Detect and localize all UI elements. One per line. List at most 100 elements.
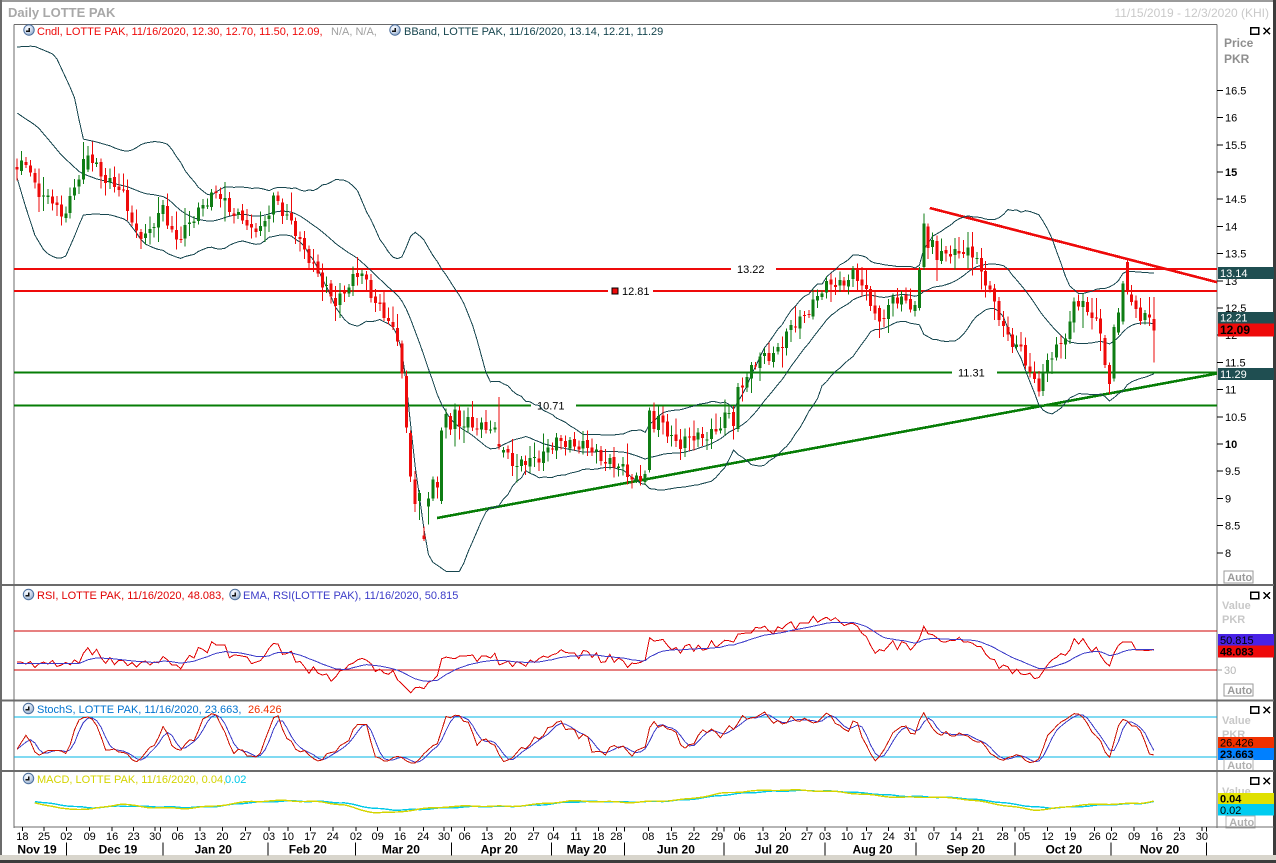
svg-text:Jan 20: Jan 20	[195, 843, 233, 857]
svg-text:8.5: 8.5	[1225, 521, 1240, 533]
svg-text:MACD, LOTTE PAK, 11/16/2020, 0: MACD, LOTTE PAK, 11/16/2020, 0.04,	[37, 774, 226, 786]
svg-text:30: 30	[1196, 831, 1208, 843]
svg-text:Aug 20: Aug 20	[852, 843, 892, 857]
svg-text:27: 27	[527, 831, 539, 843]
svg-text:06: 06	[171, 831, 183, 843]
svg-text:14: 14	[1225, 221, 1237, 233]
svg-text:28: 28	[610, 831, 622, 843]
svg-text:15.5: 15.5	[1225, 140, 1246, 152]
svg-text:19: 19	[1064, 831, 1076, 843]
svg-text:10: 10	[282, 831, 294, 843]
svg-text:18: 18	[592, 831, 604, 843]
svg-text:14: 14	[950, 831, 962, 843]
svg-text:Sep 20: Sep 20	[946, 843, 985, 857]
svg-text:02: 02	[60, 831, 72, 843]
svg-text:0.04: 0.04	[1220, 794, 1242, 806]
svg-text:0.02: 0.02	[225, 774, 246, 786]
svg-text:06: 06	[734, 831, 746, 843]
svg-text:22: 22	[688, 831, 700, 843]
svg-text:12: 12	[1042, 831, 1054, 843]
svg-text:11.31: 11.31	[958, 368, 985, 380]
svg-text:13: 13	[481, 831, 493, 843]
svg-text:Auto: Auto	[1227, 685, 1252, 697]
svg-text:Mar 20: Mar 20	[382, 843, 420, 857]
svg-text:16: 16	[106, 831, 118, 843]
svg-text:Jun 20: Jun 20	[657, 843, 695, 857]
svg-text:04: 04	[547, 831, 559, 843]
svg-text:11: 11	[570, 831, 581, 843]
svg-text:13.22: 13.22	[737, 264, 765, 276]
svg-text:11/15/2019 - 12/3/2020 (KHI): 11/15/2019 - 12/3/2020 (KHI)	[1114, 6, 1269, 20]
svg-text:BBand, LOTTE PAK, 11/16/2020,: BBand, LOTTE PAK, 11/16/2020, 13.14, 12.…	[404, 26, 663, 38]
svg-text:Price: Price	[1224, 36, 1254, 50]
svg-text:20: 20	[504, 831, 516, 843]
svg-text:13.5: 13.5	[1225, 249, 1246, 261]
svg-text:Cndl, LOTTE PAK, 11/16/2020, 1: Cndl, LOTTE PAK, 11/16/2020, 12.30, 12.7…	[37, 26, 323, 38]
svg-text:Auto: Auto	[1229, 817, 1254, 829]
svg-text:26.426: 26.426	[248, 704, 282, 716]
svg-text:13.14: 13.14	[1220, 268, 1248, 280]
svg-text:Jul 20: Jul 20	[755, 843, 789, 857]
svg-text:17: 17	[304, 831, 316, 843]
svg-text:17: 17	[860, 831, 872, 843]
svg-text:27: 27	[240, 831, 252, 843]
svg-text:16: 16	[1151, 831, 1163, 843]
svg-text:15: 15	[665, 831, 677, 843]
svg-text:23: 23	[127, 831, 139, 843]
svg-text:10: 10	[841, 831, 853, 843]
svg-text:06: 06	[459, 831, 471, 843]
svg-text:02: 02	[350, 831, 362, 843]
svg-text:20: 20	[779, 831, 791, 843]
svg-text:16.5: 16.5	[1225, 85, 1246, 97]
svg-text:27: 27	[801, 831, 813, 843]
svg-text:12.09: 12.09	[1220, 323, 1250, 337]
svg-text:0.02: 0.02	[1220, 805, 1241, 817]
svg-text:9: 9	[1225, 493, 1231, 505]
svg-text:Auto: Auto	[1227, 760, 1252, 772]
svg-text:50.815: 50.815	[1220, 635, 1254, 647]
svg-text:Value: Value	[1222, 715, 1251, 727]
svg-text:30: 30	[1224, 665, 1236, 677]
svg-text:Dec 19: Dec 19	[99, 843, 138, 857]
svg-text:RSI, LOTTE PAK, 11/16/2020, 48: RSI, LOTTE PAK, 11/16/2020, 48.083,	[37, 590, 224, 602]
svg-text:29: 29	[711, 831, 723, 843]
svg-text:10: 10	[1225, 439, 1237, 451]
svg-text:Apr 20: Apr 20	[481, 843, 519, 857]
svg-text:31: 31	[904, 831, 916, 843]
svg-text:48.083: 48.083	[1220, 647, 1254, 659]
svg-text:10.71: 10.71	[537, 400, 565, 412]
svg-text:10.5: 10.5	[1225, 412, 1246, 424]
svg-text:16: 16	[394, 831, 406, 843]
svg-text:20: 20	[216, 831, 228, 843]
svg-text:23: 23	[1173, 831, 1185, 843]
svg-text:08: 08	[642, 831, 654, 843]
svg-text:PKR: PKR	[1222, 614, 1245, 626]
svg-text:Feb 20: Feb 20	[289, 843, 327, 857]
svg-text:May 20: May 20	[567, 843, 607, 857]
svg-text:13: 13	[757, 831, 769, 843]
svg-text:30: 30	[438, 831, 450, 843]
svg-text:Auto: Auto	[1227, 572, 1252, 584]
svg-text:Daily LOTTE PAK: Daily LOTTE PAK	[8, 5, 116, 20]
svg-text:09: 09	[1128, 831, 1140, 843]
svg-text:StochS, LOTTE PAK, 11/16/2020,: StochS, LOTTE PAK, 11/16/2020, 23.663,	[37, 704, 241, 716]
svg-text:24: 24	[327, 831, 339, 843]
svg-text:18: 18	[16, 831, 28, 843]
svg-text:15: 15	[1225, 167, 1237, 179]
svg-text:23.663: 23.663	[1220, 749, 1254, 761]
svg-text:09: 09	[84, 831, 96, 843]
svg-text:24: 24	[882, 831, 894, 843]
svg-text:9.5: 9.5	[1225, 466, 1240, 478]
svg-text:26: 26	[1089, 831, 1101, 843]
svg-text:28: 28	[996, 831, 1008, 843]
svg-text:Oct 20: Oct 20	[1045, 843, 1082, 857]
svg-text:16: 16	[1225, 113, 1237, 125]
svg-text:Value: Value	[1222, 600, 1251, 612]
svg-text:N/A, N/A,: N/A, N/A,	[331, 26, 377, 38]
svg-text:24: 24	[417, 831, 429, 843]
svg-text:11.29: 11.29	[1220, 369, 1247, 381]
svg-text:13: 13	[194, 831, 206, 843]
svg-text:02: 02	[1105, 831, 1117, 843]
svg-text:11.5: 11.5	[1225, 357, 1246, 369]
svg-text:EMA, RSI(LOTTE PAK), 11/16/202: EMA, RSI(LOTTE PAK), 11/16/2020, 50.815	[243, 590, 458, 602]
